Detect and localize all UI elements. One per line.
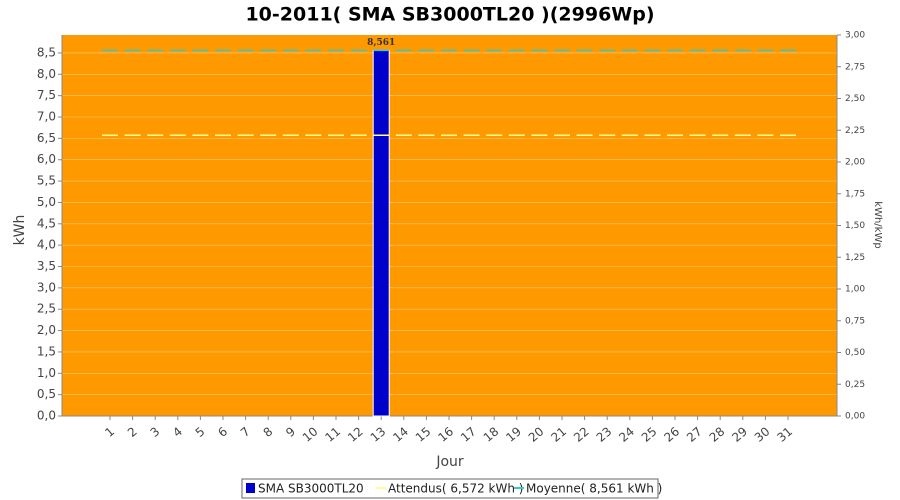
x-tick-label: 20: [526, 424, 547, 445]
legend-label: Attendus( 6,572 kWh ): [388, 482, 523, 496]
x-tick-label: 27: [684, 424, 705, 445]
legend-swatch: [246, 483, 255, 493]
y-axis-title: kWh: [12, 215, 28, 246]
y-tick-label: 7,0: [37, 110, 56, 124]
x-tick-label: 30: [752, 424, 773, 445]
x-axis-title: Jour: [435, 454, 464, 470]
y2-tick-label: 0,25: [845, 380, 865, 390]
x-tick-label: 2: [125, 424, 140, 440]
y2-tick-label: 1,75: [845, 189, 865, 199]
x-tick-label: 22: [571, 424, 592, 445]
x-tick-label: 31: [774, 424, 795, 445]
plot-area: [62, 35, 837, 416]
x-tick-label: 21: [548, 424, 569, 445]
y-tick-label: 3,0: [37, 280, 56, 294]
x-tick-label: 12: [345, 424, 366, 445]
y-tick-label: 4,5: [37, 216, 56, 230]
x-tick-label: 29: [729, 424, 750, 445]
legend-label: Moyenne( 8,561 kWh ): [526, 482, 662, 496]
x-tick-label: 17: [458, 424, 479, 445]
x-tick-label: 14: [390, 424, 411, 445]
y2-tick-label: 0,75: [845, 316, 865, 326]
y2-tick-label: 2,00: [845, 158, 865, 168]
y2-tick-label: 1,00: [845, 285, 865, 295]
y-tick-label: 1,5: [37, 344, 56, 358]
legend-label: SMA SB3000TL20: [258, 482, 364, 496]
x-tick-label: 16: [435, 424, 456, 445]
y2-tick-label: 2,75: [845, 62, 865, 72]
x-tick-label: 25: [639, 424, 660, 445]
y-tick-label: 0,5: [37, 387, 56, 401]
x-tick-label: 4: [170, 424, 185, 440]
y2-tick-label: 2,25: [845, 126, 865, 136]
y-tick-label: 4,0: [37, 238, 56, 252]
y-tick-label: 2,0: [37, 323, 56, 337]
y-tick-label: 5,5: [37, 174, 56, 188]
x-tick-label: 18: [481, 424, 502, 445]
y-tick-label: 8,0: [37, 67, 56, 81]
x-tick-label: 15: [413, 424, 434, 445]
x-tick-label: 13: [368, 424, 389, 445]
x-tick-label: 19: [503, 424, 524, 445]
x-tick-label: 24: [616, 424, 637, 445]
x-tick-label: 11: [322, 424, 343, 445]
x-tick-label: 8: [261, 424, 276, 440]
x-tick-label: 1: [102, 424, 117, 440]
y-tick-label: 2,5: [37, 302, 56, 316]
x-tick-label: 23: [594, 424, 615, 445]
y-tick-label: 6,0: [37, 152, 56, 166]
x-tick-label: 5: [193, 424, 208, 440]
y-tick-label: 5,0: [37, 195, 56, 209]
x-tick-label: 6: [215, 424, 230, 440]
bar: [372, 49, 390, 417]
y-tick-label: 6,5: [37, 131, 56, 145]
x-tick-label: 7: [238, 424, 253, 440]
y-tick-label: 7,5: [37, 88, 56, 102]
y2-tick-label: 1,25: [845, 253, 865, 263]
x-tick-label: 3: [148, 424, 163, 440]
y2-tick-label: 2,50: [845, 94, 865, 104]
x-tick-label: 9: [283, 424, 298, 440]
y2-tick-label: 0,50: [845, 348, 865, 358]
y2-tick-label: 1,50: [845, 221, 865, 231]
y-tick-label: 1,0: [37, 366, 56, 380]
x-tick-label: 10: [300, 424, 321, 445]
chart-title: 10-2011( SMA SB3000TL20 )(2996Wp): [245, 4, 654, 26]
legend: [241, 478, 659, 499]
y2-axis-title: kWh/kWp: [872, 201, 883, 248]
y-tick-label: 3,5: [37, 259, 56, 273]
y-tick-label: 0,0: [37, 409, 56, 423]
x-tick-label: 28: [707, 424, 728, 445]
value-label: 8,561: [367, 38, 395, 48]
y2-tick-label: 3,00: [845, 31, 865, 41]
y2-tick-label: 0,00: [845, 412, 865, 422]
x-tick-label: 26: [661, 424, 682, 445]
y-tick-label: 8,5: [37, 45, 56, 59]
